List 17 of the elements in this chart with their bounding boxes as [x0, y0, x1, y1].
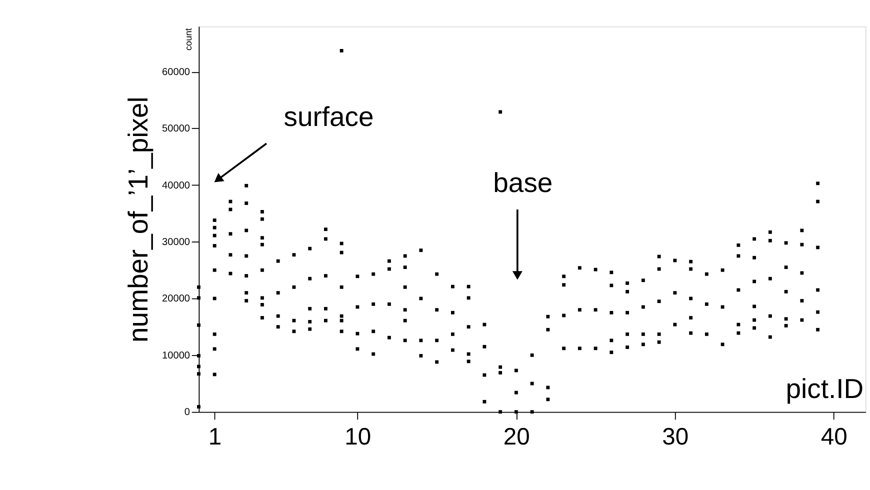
x-tick-label: 10	[344, 423, 372, 450]
y-tick-label: 40000	[162, 180, 190, 192]
x-tick-label: 1	[208, 423, 222, 450]
y-tick-label: 30000	[162, 236, 190, 248]
y-tick-label: 0	[184, 407, 190, 418]
x-tick-label: 20	[503, 423, 530, 450]
text: count	[183, 28, 194, 51]
annotation: base	[493, 167, 553, 198]
y-axis-title: number_of_’1’_pixel	[122, 96, 154, 342]
y-tick-label: 10000	[162, 350, 190, 362]
x-axis-title: pict.ID	[786, 373, 864, 404]
y-tick-label: 20000	[162, 294, 190, 305]
y-tick-label: 60000	[162, 66, 190, 78]
x-tick-label: 30	[662, 423, 689, 450]
y-tick-label: 50000	[162, 124, 190, 135]
x-tick-label: 40	[820, 423, 848, 450]
annotation: surface	[284, 101, 374, 132]
